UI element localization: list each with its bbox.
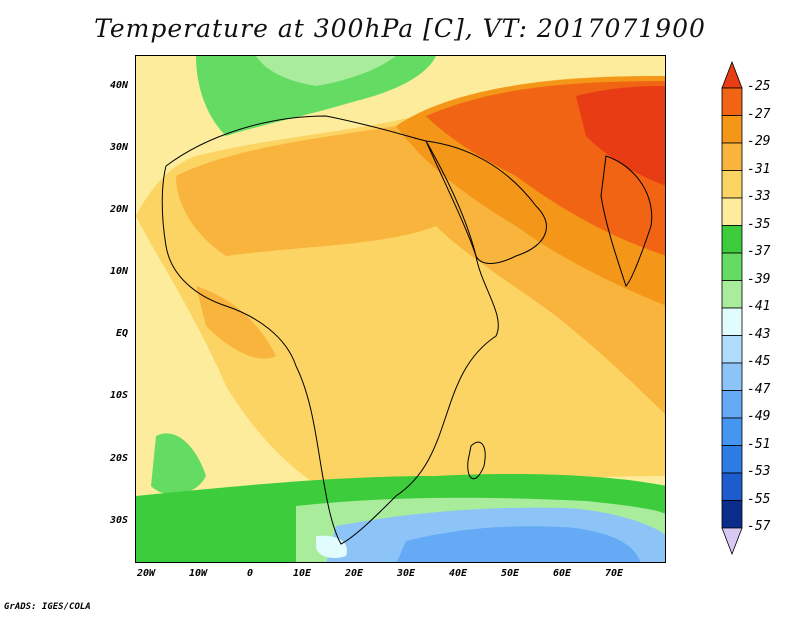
colorbar-label: -57 [747, 519, 771, 534]
colorbar-box [721, 472, 743, 501]
colorbar-box [721, 115, 743, 144]
colorbar-label: -49 [747, 409, 771, 424]
colorbar-label: -37 [747, 244, 771, 259]
temperature-field [136, 56, 665, 562]
colorbar [721, 60, 743, 556]
colorbar-box [721, 307, 743, 336]
colorbar-label: -39 [747, 271, 771, 287]
lon-label-20e: 20E [344, 568, 364, 579]
colorbar-bottom-triangle [721, 527, 743, 556]
colorbar-box [721, 335, 743, 364]
colorbar-box [721, 362, 743, 391]
colorbar-box [721, 225, 743, 254]
credit-text: GrADS: IGES/COLA [4, 602, 91, 612]
lat-label-10n: 10N [109, 266, 128, 277]
colorbar-label: -41 [747, 299, 771, 314]
lon-label-30e: 30E [396, 568, 416, 579]
colorbar-box [721, 252, 743, 281]
lon-label-50e: 50E [500, 568, 520, 579]
colorbar-label: -35 [747, 216, 771, 232]
colorbar-label: -51 [747, 436, 771, 452]
colorbar-top-triangle [721, 60, 743, 89]
chart-title: Temperature at 300hPa [C], VT: 201707190… [94, 14, 706, 43]
lon-label-0: 0 [246, 568, 254, 579]
colorbar-label: -55 [747, 491, 771, 507]
colorbar-label: -43 [747, 326, 771, 342]
lon-label-40e: 40E [448, 568, 468, 579]
map-panel [135, 55, 666, 563]
colorbar-label: -33 [747, 189, 771, 204]
colorbar-label: -47 [747, 381, 771, 397]
lon-label-20w: 20W [136, 568, 156, 579]
lon-label-70e: 70E [604, 568, 624, 579]
colorbar-label: -25 [747, 79, 771, 94]
colorbar-box [721, 87, 743, 116]
colorbar-box [721, 142, 743, 171]
lat-label-10s: 10S [109, 390, 128, 401]
lat-label-20n: 20N [109, 204, 128, 215]
colorbar-box [721, 445, 743, 474]
colorbar-box [721, 197, 743, 226]
lat-label-40n: 40N [109, 80, 128, 91]
colorbar-box [721, 390, 743, 419]
lat-label-30n: 30N [109, 142, 128, 153]
lon-label-10w: 10W [188, 568, 208, 579]
lon-label-10e: 10E [292, 568, 312, 579]
colorbar-label: -31 [747, 161, 771, 177]
colorbar-box [721, 170, 743, 199]
colorbar-box [721, 500, 743, 529]
lon-label-60e: 60E [552, 568, 572, 579]
colorbar-label: -53 [747, 464, 771, 479]
colorbar-box [721, 417, 743, 446]
colorbar-label: -27 [747, 106, 771, 122]
lat-label-30s: 30S [109, 515, 128, 526]
colorbar-box [721, 280, 743, 309]
colorbar-label: -29 [747, 134, 771, 149]
lat-label-eq: EQ [115, 328, 128, 339]
colorbar-label: -45 [747, 354, 771, 369]
lat-label-20s: 20S [109, 453, 128, 464]
